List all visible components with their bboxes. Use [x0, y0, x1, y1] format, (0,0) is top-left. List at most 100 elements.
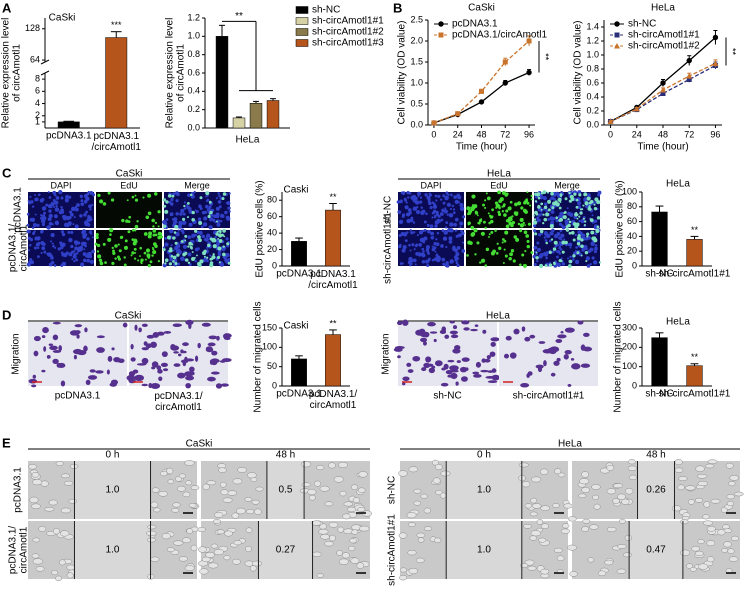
- cell: [67, 231, 71, 234]
- cell: [218, 261, 221, 264]
- cell: [215, 197, 219, 200]
- cell: [606, 488, 617, 495]
- cell: [163, 204, 167, 208]
- cell: [134, 194, 137, 197]
- cell: [579, 478, 590, 485]
- y-tick-label: 80: [267, 195, 277, 205]
- cell: [51, 242, 54, 245]
- cell: [142, 196, 145, 199]
- cell: [576, 217, 579, 220]
- cell: [151, 487, 160, 493]
- cell: [416, 234, 419, 237]
- cell: [576, 251, 580, 255]
- bar: [291, 241, 307, 267]
- cell: [194, 209, 197, 212]
- cell: [440, 470, 451, 477]
- cell: [519, 263, 522, 267]
- cell: [545, 212, 550, 217]
- cell: [417, 191, 421, 196]
- cell: [588, 201, 592, 205]
- cell: [48, 209, 52, 213]
- y-tick-label: 64: [30, 54, 40, 64]
- cell: [176, 253, 180, 257]
- wound: [446, 521, 522, 579]
- wound: [637, 461, 675, 519]
- x-tick-label: 72: [500, 129, 510, 139]
- cell: [726, 501, 734, 507]
- cell: [583, 192, 588, 197]
- cell: [409, 229, 412, 232]
- cell: [49, 205, 53, 209]
- cell: [535, 364, 544, 369]
- cell: [497, 190, 501, 195]
- cell: [76, 334, 80, 339]
- cell: [412, 206, 418, 211]
- cell: [75, 243, 78, 246]
- cell: [160, 235, 164, 239]
- cell: [398, 532, 408, 539]
- cell: [200, 225, 204, 229]
- cell: [578, 215, 581, 218]
- cell: [569, 255, 572, 259]
- cell: [547, 199, 551, 204]
- cell: [86, 258, 91, 263]
- cell: [226, 242, 230, 246]
- cell: [85, 210, 88, 214]
- significance: ***: [111, 20, 122, 30]
- cell: [180, 256, 185, 261]
- cell: [413, 248, 416, 251]
- cell: [575, 246, 578, 249]
- cell: [574, 233, 577, 237]
- cell: [227, 261, 231, 265]
- y-tick-label: 40: [267, 227, 277, 237]
- cell: [133, 247, 137, 251]
- cell: [56, 362, 63, 368]
- cell: [409, 264, 412, 267]
- cell: [223, 235, 226, 238]
- cell: [213, 549, 224, 556]
- cell: [122, 322, 128, 328]
- cell: [99, 199, 104, 204]
- cell: [488, 214, 492, 218]
- cell: [318, 529, 329, 535]
- cell: [167, 194, 172, 198]
- cell: [70, 212, 74, 217]
- cell: [32, 479, 43, 486]
- cell: [107, 191, 111, 195]
- significance: **: [728, 48, 738, 56]
- cell: [485, 376, 496, 379]
- cell: [491, 215, 494, 218]
- cell: [559, 229, 563, 233]
- cell: [581, 471, 589, 478]
- cell: [133, 257, 137, 260]
- cell: [454, 199, 459, 204]
- cell: [455, 381, 459, 386]
- x-axis-label: Time (hour): [637, 142, 688, 153]
- cell: [680, 549, 691, 556]
- cell: [411, 243, 415, 247]
- marker: [438, 32, 444, 38]
- cell: [87, 375, 98, 380]
- cell: [120, 235, 124, 239]
- cell: [519, 217, 524, 222]
- y-axis-label: Number of migrated cells: [253, 301, 264, 412]
- cell: [333, 476, 344, 483]
- cell: [166, 547, 175, 553]
- cell: [567, 257, 570, 260]
- cell: [589, 218, 593, 221]
- cell: [595, 228, 600, 234]
- section-title: HeLa: [487, 169, 511, 180]
- cell: [205, 199, 209, 203]
- cell: [28, 201, 32, 205]
- x-tick-label: pcDNA3.1: [276, 389, 322, 400]
- cell: [219, 197, 223, 200]
- y-axis-label: Relative expression levelof circAmotl1: [0, 18, 22, 129]
- cell: [425, 248, 430, 252]
- cell: [134, 324, 138, 331]
- y-tick-label: 150: [262, 322, 277, 332]
- marker: [526, 69, 532, 76]
- cell: [337, 526, 345, 533]
- cell: [572, 254, 576, 258]
- cell: [301, 482, 311, 487]
- cell: [40, 218, 46, 224]
